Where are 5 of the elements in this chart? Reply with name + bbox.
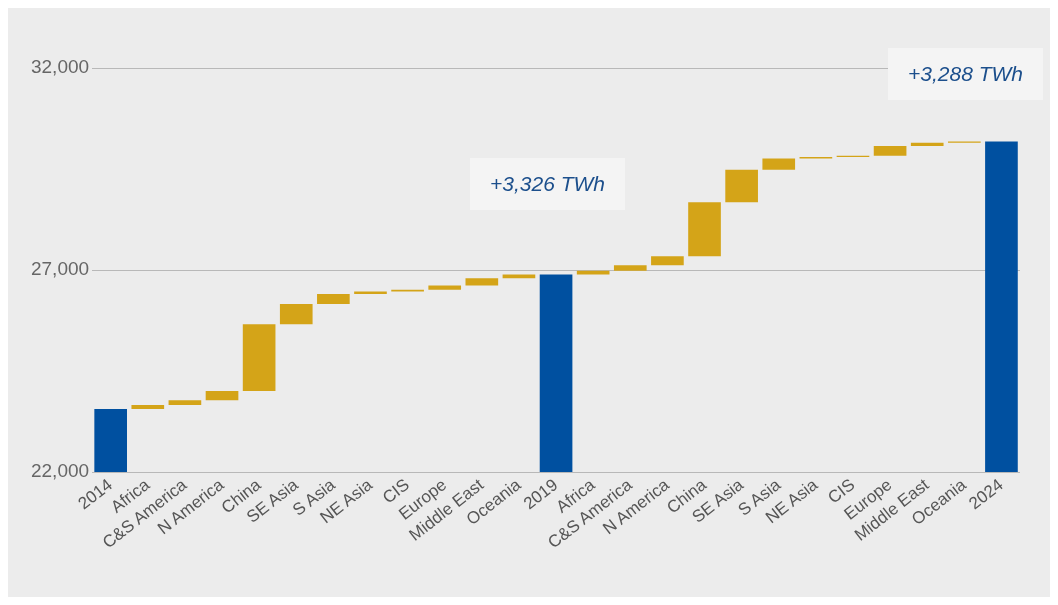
y-tick-label: 22,000 bbox=[30, 460, 90, 482]
y-tick-label: 32,000 bbox=[30, 56, 90, 78]
annotation: +3,288 TWh bbox=[888, 48, 1043, 100]
annotation: +3,326 TWh bbox=[470, 158, 625, 210]
y-tick-label: 27,000 bbox=[30, 258, 90, 280]
